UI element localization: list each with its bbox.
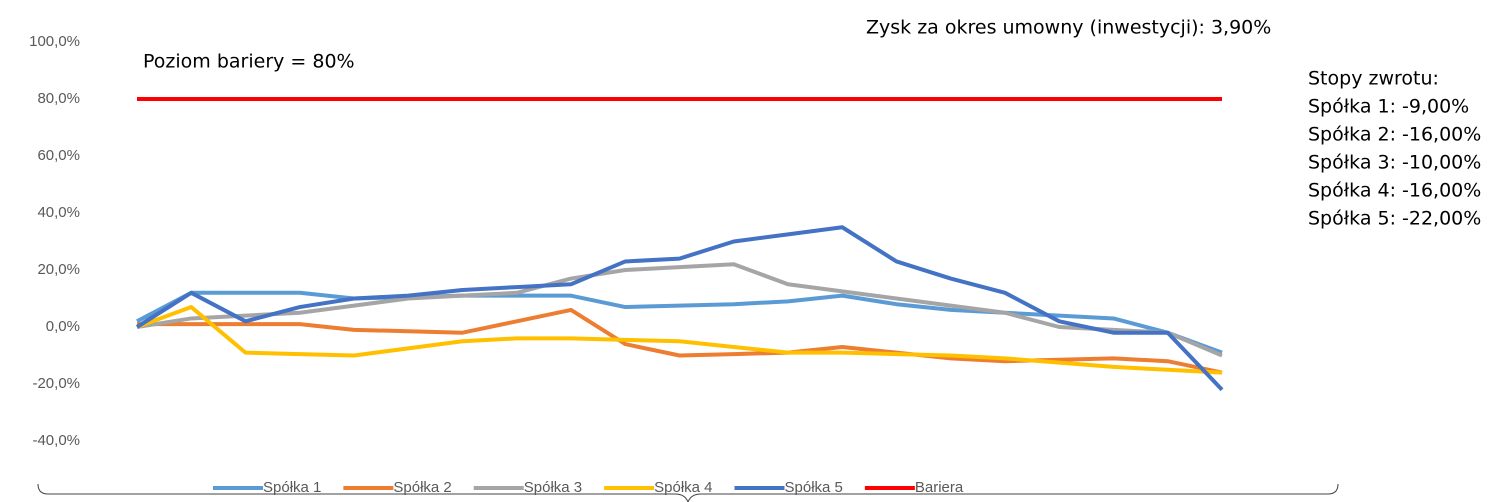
annotation: Spółka 1: -9,00% — [1308, 96, 1469, 118]
legend-label: Spółka 3 — [524, 479, 582, 496]
series-line — [136, 305, 1223, 375]
series-line — [136, 290, 1223, 355]
annotation: Spółka 3: -10,00% — [1308, 152, 1481, 174]
annotation: Spółka 2: -16,00% — [1308, 124, 1481, 146]
y-tick-label: 40,0% — [37, 204, 80, 221]
annotation: Poziom bariery = 80% — [143, 51, 355, 73]
y-tick-label: 0,0% — [46, 318, 80, 335]
y-tick-label: 100,0% — [29, 33, 80, 50]
series-line — [136, 262, 1223, 358]
legend-label: Bariera — [915, 479, 964, 496]
y-tick-label: -40,0% — [32, 432, 80, 449]
annotation: Zysk za okres umowny (inwestycji): 3,90% — [866, 17, 1271, 39]
annotation: Stopy zwrotu: — [1308, 68, 1439, 90]
legend-label: Spółka 1 — [263, 479, 321, 496]
y-tick-label: -20,0% — [32, 375, 80, 392]
brace — [37, 483, 1339, 502]
series-line — [135, 225, 1224, 392]
y-tick-label: 80,0% — [37, 90, 80, 107]
y-tick-label: 20,0% — [37, 261, 80, 278]
annotation: Spółka 5: -22,00% — [1308, 208, 1481, 230]
legend-label: Spółka 5 — [785, 479, 843, 496]
y-tick-label: 60,0% — [37, 147, 80, 164]
annotation: Spółka 4: -16,00% — [1308, 180, 1481, 202]
legend-label: Spółka 4 — [654, 479, 712, 496]
legend-label: Spółka 2 — [393, 479, 451, 496]
